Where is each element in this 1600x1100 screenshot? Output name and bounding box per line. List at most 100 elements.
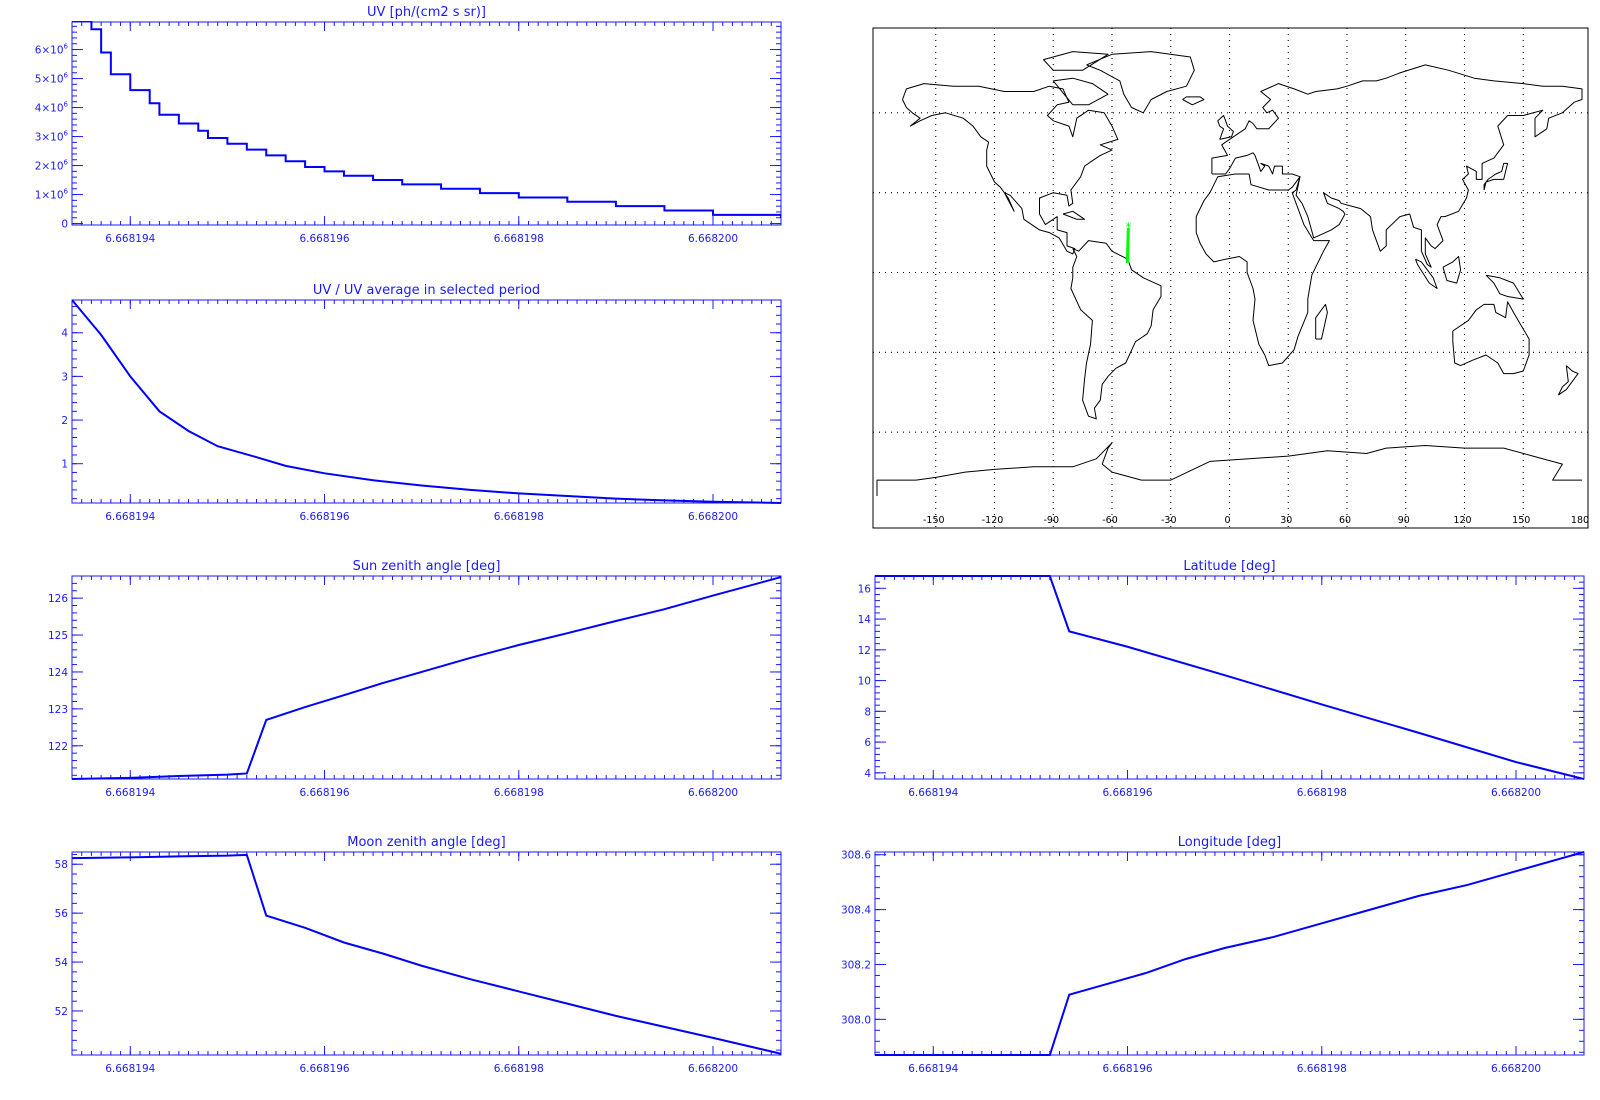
coastline-iceland <box>1182 96 1205 106</box>
map-lon-tick-label: 60 <box>1339 515 1351 526</box>
y-tick-label-base: 6×10 <box>35 45 64 57</box>
y-tick-label: 58 <box>55 859 68 871</box>
y-tick-label: 4 <box>61 328 68 340</box>
coastline-greenland <box>1086 51 1195 114</box>
series-line-uv_ratio <box>72 299 781 504</box>
y-tick-label: 3 <box>61 371 68 383</box>
x-tick-label: 6.668198 <box>494 511 544 523</box>
chart-panel-longitude: Longitude [deg] 6.668194 6.668196 6.668198 6… <box>841 835 1585 1075</box>
x-tick-label: 6.668198 <box>1297 1063 1347 1075</box>
y-tick-label: 0 <box>61 219 68 231</box>
y-tick-label: 4×106 <box>35 101 69 115</box>
y-tick-label: 122 <box>48 741 68 753</box>
plot-frame <box>71 21 782 226</box>
coastline-cuba <box>1062 210 1086 220</box>
plot-frame <box>71 575 782 780</box>
x-tick-label: 6.668196 <box>1102 1063 1152 1075</box>
y-tick-label: 4 <box>864 768 871 780</box>
x-tick-label: 6.668194 <box>105 511 155 523</box>
world-map-panel: * -150 -120 -90 -60 -30 0 30 60 90 120 150 180 <box>872 27 1589 529</box>
coastline-africa-eurasia <box>1195 173 1330 367</box>
y-tick-label: 124 <box>48 667 68 679</box>
map-lon-tick-label: 150 <box>1512 515 1530 526</box>
chart-panel-sun_zenith: Sun zenith angle [deg] 6.668194 6.668196 6.… <box>48 559 782 799</box>
x-tick-label: 6.668200 <box>688 511 738 523</box>
map-lon-tick-label: -150 <box>923 515 945 526</box>
chart-panel-latitude: Latitude [deg] 6.668194 6.668196 6.668198 6.… <box>858 559 1585 799</box>
map-lon-tick-label: 90 <box>1398 515 1410 526</box>
chart-title: Sun zenith angle [deg] <box>353 559 501 574</box>
x-tick-label: 6.668200 <box>1491 787 1541 799</box>
y-tick-label-exponent: 6 <box>64 188 69 196</box>
y-tick-label: 308.6 <box>841 850 871 862</box>
y-tick-label: 52 <box>55 1006 68 1018</box>
y-tick-label-base: 0 <box>61 219 68 231</box>
map-lon-tick-label: 180 <box>1571 515 1589 526</box>
plot-frame <box>71 299 782 504</box>
x-tick-label: 6.668200 <box>688 787 738 799</box>
chart-panel-moon_zenith: Moon zenith angle [deg] 6.668194 6.668196 6… <box>55 835 782 1075</box>
coastline-new-guinea <box>1485 274 1524 300</box>
map-lon-tick-label: -120 <box>982 515 1004 526</box>
x-tick-label: 6.668194 <box>105 787 155 799</box>
chart-title: UV [ph/(cm2 s sr)] <box>367 5 486 20</box>
y-tick-label: 56 <box>55 908 69 920</box>
satellite-track <box>1126 227 1130 263</box>
coastline-north-america <box>902 83 1119 255</box>
y-tick-label: 308.0 <box>841 1014 871 1026</box>
x-tick-label: 6.668198 <box>494 787 544 799</box>
coastline-uk <box>1217 115 1234 140</box>
y-tick-label: 308.2 <box>841 959 871 971</box>
y-tick-label: 2×106 <box>35 159 69 173</box>
x-tick-label: 6.668196 <box>1102 787 1152 799</box>
y-tick-label-exponent: 6 <box>64 101 69 109</box>
coastline-eurasia <box>1211 64 1583 268</box>
chart-title: Longitude [deg] <box>1178 835 1281 850</box>
coastline-madagascar <box>1315 303 1328 340</box>
plot-frame <box>874 575 1585 780</box>
y-tick-label: 1 <box>61 459 68 471</box>
map-lon-tick-label: -90 <box>1043 515 1059 526</box>
coastline-indonesia <box>1415 258 1438 289</box>
coastline-australia <box>1452 301 1530 375</box>
chart-title: Moon zenith angle [deg] <box>347 835 505 850</box>
x-tick-label: 6.668200 <box>688 233 738 245</box>
y-tick-label: 10 <box>858 676 871 688</box>
y-tick-label: 12 <box>858 645 871 657</box>
y-tick-label: 1×106 <box>35 188 69 202</box>
y-tick-label: 54 <box>55 957 69 969</box>
x-tick-label: 6.668194 <box>105 233 155 245</box>
chart-panel-uv_ratio: UV / UV average in selected period 6.6681… <box>61 283 782 523</box>
y-tick-label: 3×106 <box>35 130 69 144</box>
x-tick-label: 6.668194 <box>908 1063 958 1075</box>
map-frame <box>872 27 1589 529</box>
x-tick-label: 6.668198 <box>1297 787 1347 799</box>
y-tick-label-base: 2×10 <box>35 161 64 173</box>
map-lon-tick-label: -30 <box>1161 515 1177 526</box>
y-tick-label-exponent: 6 <box>64 72 69 80</box>
chart-panel-uv: UV [ph/(cm2 s sr)] 6.668194 6.668196 6.6681… <box>35 5 782 245</box>
series-line-moon_zenith <box>72 853 781 1055</box>
y-tick-label-exponent: 6 <box>64 159 69 167</box>
series-line-longitude <box>875 851 1584 1056</box>
y-tick-label: 5×106 <box>35 72 69 86</box>
map-lon-tick-label: 120 <box>1453 515 1471 526</box>
y-tick-label: 126 <box>48 593 68 605</box>
x-tick-label: 6.668196 <box>299 233 349 245</box>
y-tick-label-exponent: 6 <box>64 130 69 138</box>
y-tick-label: 16 <box>858 583 872 595</box>
coastline-antarctica <box>876 442 1582 496</box>
y-tick-label: 2 <box>61 415 68 427</box>
y-tick-label-base: 1×10 <box>35 190 64 202</box>
x-tick-label: 6.668196 <box>299 1063 349 1075</box>
coastline-baffin <box>1052 77 1109 106</box>
map-lon-tick-label: 30 <box>1280 515 1292 526</box>
series-line-sun_zenith <box>72 576 781 780</box>
x-tick-label: 6.668194 <box>105 1063 155 1075</box>
series-line-uv <box>72 21 781 218</box>
y-tick-label-base: 4×10 <box>35 103 64 115</box>
chart-title: UV / UV average in selected period <box>313 283 540 298</box>
y-tick-label-base: 5×10 <box>35 74 64 86</box>
plot-frame <box>71 851 782 1056</box>
